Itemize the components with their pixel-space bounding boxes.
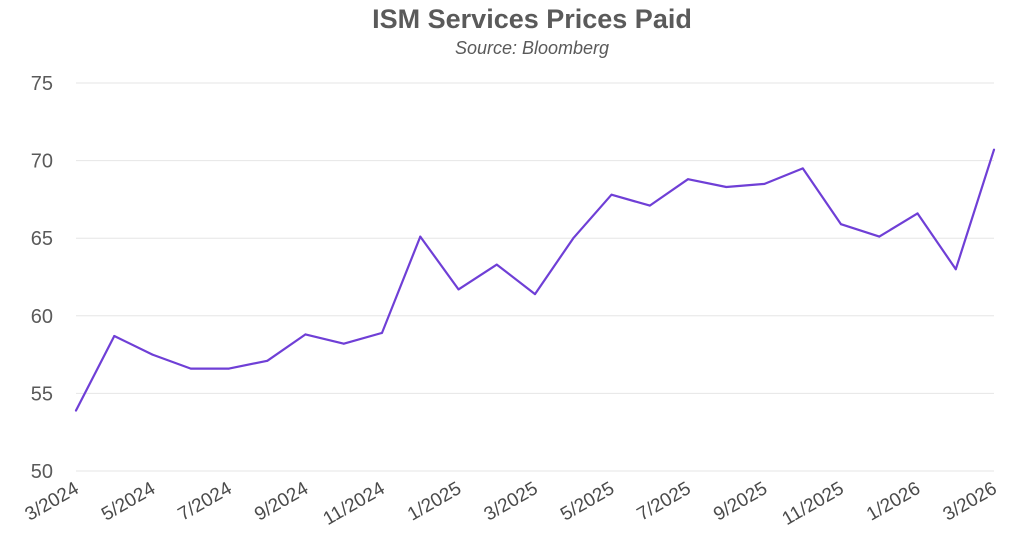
x-tick-label: 11/2025 [779,478,848,530]
x-tick-label: 9/2025 [710,478,771,525]
data-point [266,359,269,362]
x-tick-label: 7/2025 [634,478,695,525]
data-point [648,204,651,207]
y-tick-label: 50 [31,461,53,483]
data-point [189,367,192,370]
data-point [151,353,154,356]
gridlines [76,82,994,472]
x-tick-label: 5/2025 [557,478,618,525]
series-layer [74,148,996,412]
data-point [916,212,919,215]
chart-title: ISM Services Prices Paid [372,4,692,34]
data-point [725,185,728,188]
x-tick-label: 7/2024 [175,478,236,525]
y-tick-label: 70 [31,151,53,173]
chart-subtitle: Source: Bloomberg [455,38,609,58]
data-point [534,293,536,296]
x-tick-label: 1/2025 [404,478,465,525]
series-line [74,148,996,412]
x-tick-label: 3/2025 [481,478,542,525]
data-point [419,235,422,238]
data-point [993,148,995,151]
data-point [75,409,77,412]
data-point [840,223,842,226]
x-tick-label: 1/2026 [863,478,924,525]
x-tick-label: 5/2024 [98,478,159,525]
data-point [878,235,881,238]
x-axis: 3/2024 5/2024 7/2024 9/2024 11/2024 1/2025 3/2… [22,478,1001,530]
data-point [113,334,116,337]
data-point [228,367,230,370]
y-tick-label: 60 [31,306,53,328]
data-point [495,263,498,266]
x-tick-label: 9/2024 [251,478,312,525]
x-tick-label: 3/2024 [22,478,83,525]
data-point [954,268,957,271]
y-tick-label: 65 [31,228,53,250]
data-point [304,333,307,336]
y-tick-label: 75 [31,73,53,95]
data-point [610,193,613,196]
data-point [572,237,575,240]
x-tick-label: 3/2026 [940,478,1001,525]
data-point [687,178,689,181]
y-axis: 50 55 60 65 70 75 [31,73,53,483]
data-point [381,331,383,334]
data-point [342,342,345,345]
y-tick-label: 55 [31,383,53,405]
data-point [763,182,766,185]
data-point [801,167,804,170]
data-point [457,288,460,291]
x-tick-label: 11/2024 [320,478,389,530]
